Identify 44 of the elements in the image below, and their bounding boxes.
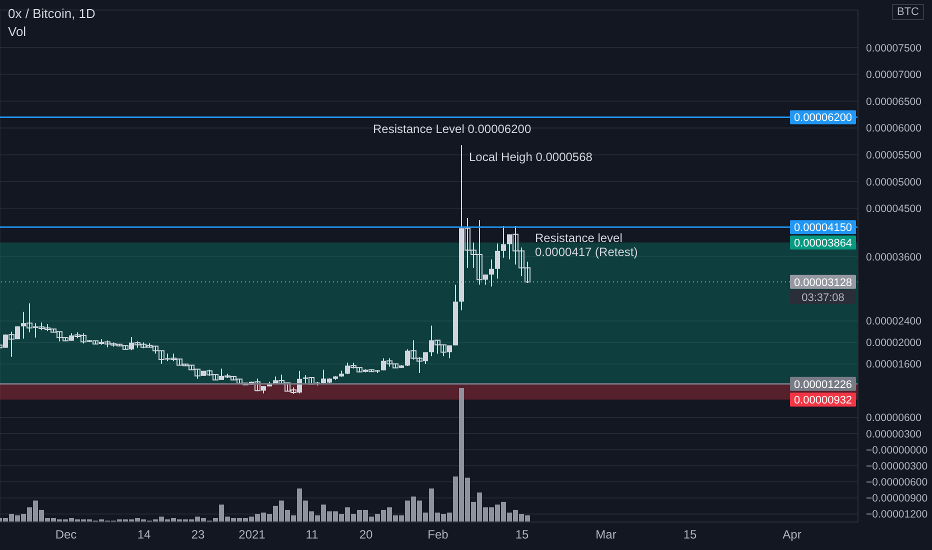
y-tick-label: 0.00001600 bbox=[866, 358, 922, 371]
y-tick-label: −0.00000300 bbox=[866, 460, 928, 472]
x-tick-label: Apr bbox=[782, 528, 802, 542]
candlestick bbox=[501, 226, 506, 258]
y-tick-label: 0.00003600 bbox=[866, 251, 922, 264]
y-tick-label: 0.00002400 bbox=[866, 316, 922, 328]
y-tick-label: 0.00004500 bbox=[866, 203, 922, 216]
x-tick-label: 14 bbox=[137, 528, 151, 542]
y-tick-label: 0.00007500 bbox=[866, 42, 922, 54]
x-tick-label: Mar bbox=[596, 528, 616, 542]
x-tick-label: 23 bbox=[191, 528, 205, 542]
y-tick-label: 0.00006500 bbox=[866, 96, 922, 108]
band-label: 0.00000932 bbox=[794, 394, 852, 407]
y-tick-label: 0.00005000 bbox=[866, 176, 922, 188]
x-tick-label: Feb bbox=[428, 528, 449, 542]
candlestick bbox=[495, 242, 500, 280]
x-tick-label: Dec bbox=[55, 528, 77, 542]
ref-line-label: 0.00004150 bbox=[794, 222, 852, 234]
chart-title: 0x / Bitcoin, 1D bbox=[8, 6, 96, 21]
y-tick-label: −0.00000900 bbox=[866, 492, 928, 505]
x-tick-label: 11 bbox=[306, 528, 319, 542]
y-tick-label: 0.00007000 bbox=[866, 69, 922, 82]
ref-line-label: 0.00003128 03:37:08 bbox=[794, 276, 852, 304]
ref-line-label: 0.00006200 bbox=[794, 112, 852, 124]
x-tick-label: 20 bbox=[359, 528, 373, 542]
y-tick-label: −0.00000000 bbox=[866, 444, 928, 456]
annotation: Resistance Level 0.00006200 bbox=[373, 122, 532, 136]
text: BTC bbox=[892, 4, 924, 20]
band-label: 0.00003864 bbox=[794, 237, 852, 250]
y-tick-label: −0.00001200 bbox=[866, 508, 928, 521]
x-tick-label: 15 bbox=[683, 528, 697, 542]
y-tick-label: 0.00005500 bbox=[866, 149, 922, 162]
y-tick-label: 0.00006000 bbox=[866, 122, 922, 135]
annotation: Local Heigh 0.0000568 bbox=[469, 150, 593, 164]
ref-line-label: 0.00001226 bbox=[794, 378, 852, 391]
y-tick-label: 0.00002000 bbox=[866, 337, 922, 350]
chart-title: Vol bbox=[8, 24, 26, 39]
x-tick-label: 2021 bbox=[238, 528, 266, 542]
y-tick-label: −0.00000600 bbox=[866, 476, 928, 489]
annotation: Resistance level 0.0000417 (Retest) bbox=[535, 231, 638, 260]
y-tick-label: 0.00000600 bbox=[866, 412, 922, 424]
candlestick bbox=[489, 258, 494, 287]
y-tick-label: 0.00000300 bbox=[866, 428, 922, 440]
x-tick-label: 15 bbox=[515, 528, 529, 542]
